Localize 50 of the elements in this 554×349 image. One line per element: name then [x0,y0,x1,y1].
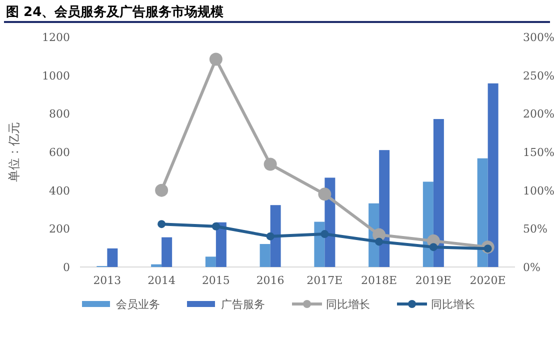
y2-tick-label: 300% [523,31,554,44]
y2-tick-label: 100% [523,184,554,198]
y-tick-label: 1200 [42,31,70,44]
y-tick-label: 1000 [42,69,70,82]
bar [270,205,281,267]
y-tick-label: 600 [49,146,70,159]
bar [107,248,118,267]
legend-label: 会员业务 [116,298,160,311]
y-axis-title: 单位：亿元 [7,122,21,182]
bar [260,244,270,267]
bar [151,264,162,267]
legend-label: 广告服务 [221,298,265,311]
bar [162,237,172,267]
y-tick-label: 400 [49,184,70,198]
y-tick-label: 0 [63,261,70,274]
x-tick-label: 2017E [306,274,343,287]
point [266,232,274,240]
y-tick-label: 800 [49,108,70,121]
legend-label: 同比增长 [431,298,475,311]
point [264,158,277,171]
bar [433,119,444,267]
x-tick-label: 2018E [361,274,398,287]
x-tick-label: 2020E [470,274,506,287]
point [155,184,168,197]
bar [205,256,216,267]
bar [314,222,325,267]
y-tick-label: 200 [49,222,70,236]
point [320,230,329,238]
chart-title: 图 24、会员服务及广告服务市场规模 [6,4,224,20]
x-tick-label: 2014 [148,274,176,287]
y2-tick-label: 150% [523,146,554,159]
point [209,52,222,66]
bar [216,222,226,267]
bar [488,83,498,267]
x-tick-label: 2013 [93,274,122,287]
legend-label: 同比增长 [326,298,370,311]
y2-tick-label: 0% [523,261,540,274]
point [318,188,332,201]
y2-tick-label: 50% [523,222,548,236]
point [429,243,438,252]
x-tick-label: 2019E [415,274,452,287]
point [158,220,166,228]
bar [379,150,390,267]
point [212,222,220,230]
y2-tick-label: 200% [523,108,554,121]
point [375,238,384,246]
x-tick-label: 2015 [202,274,230,287]
y2-tick-label: 250% [523,69,554,82]
x-tick-label: 2016 [256,274,284,287]
bar [477,158,488,267]
